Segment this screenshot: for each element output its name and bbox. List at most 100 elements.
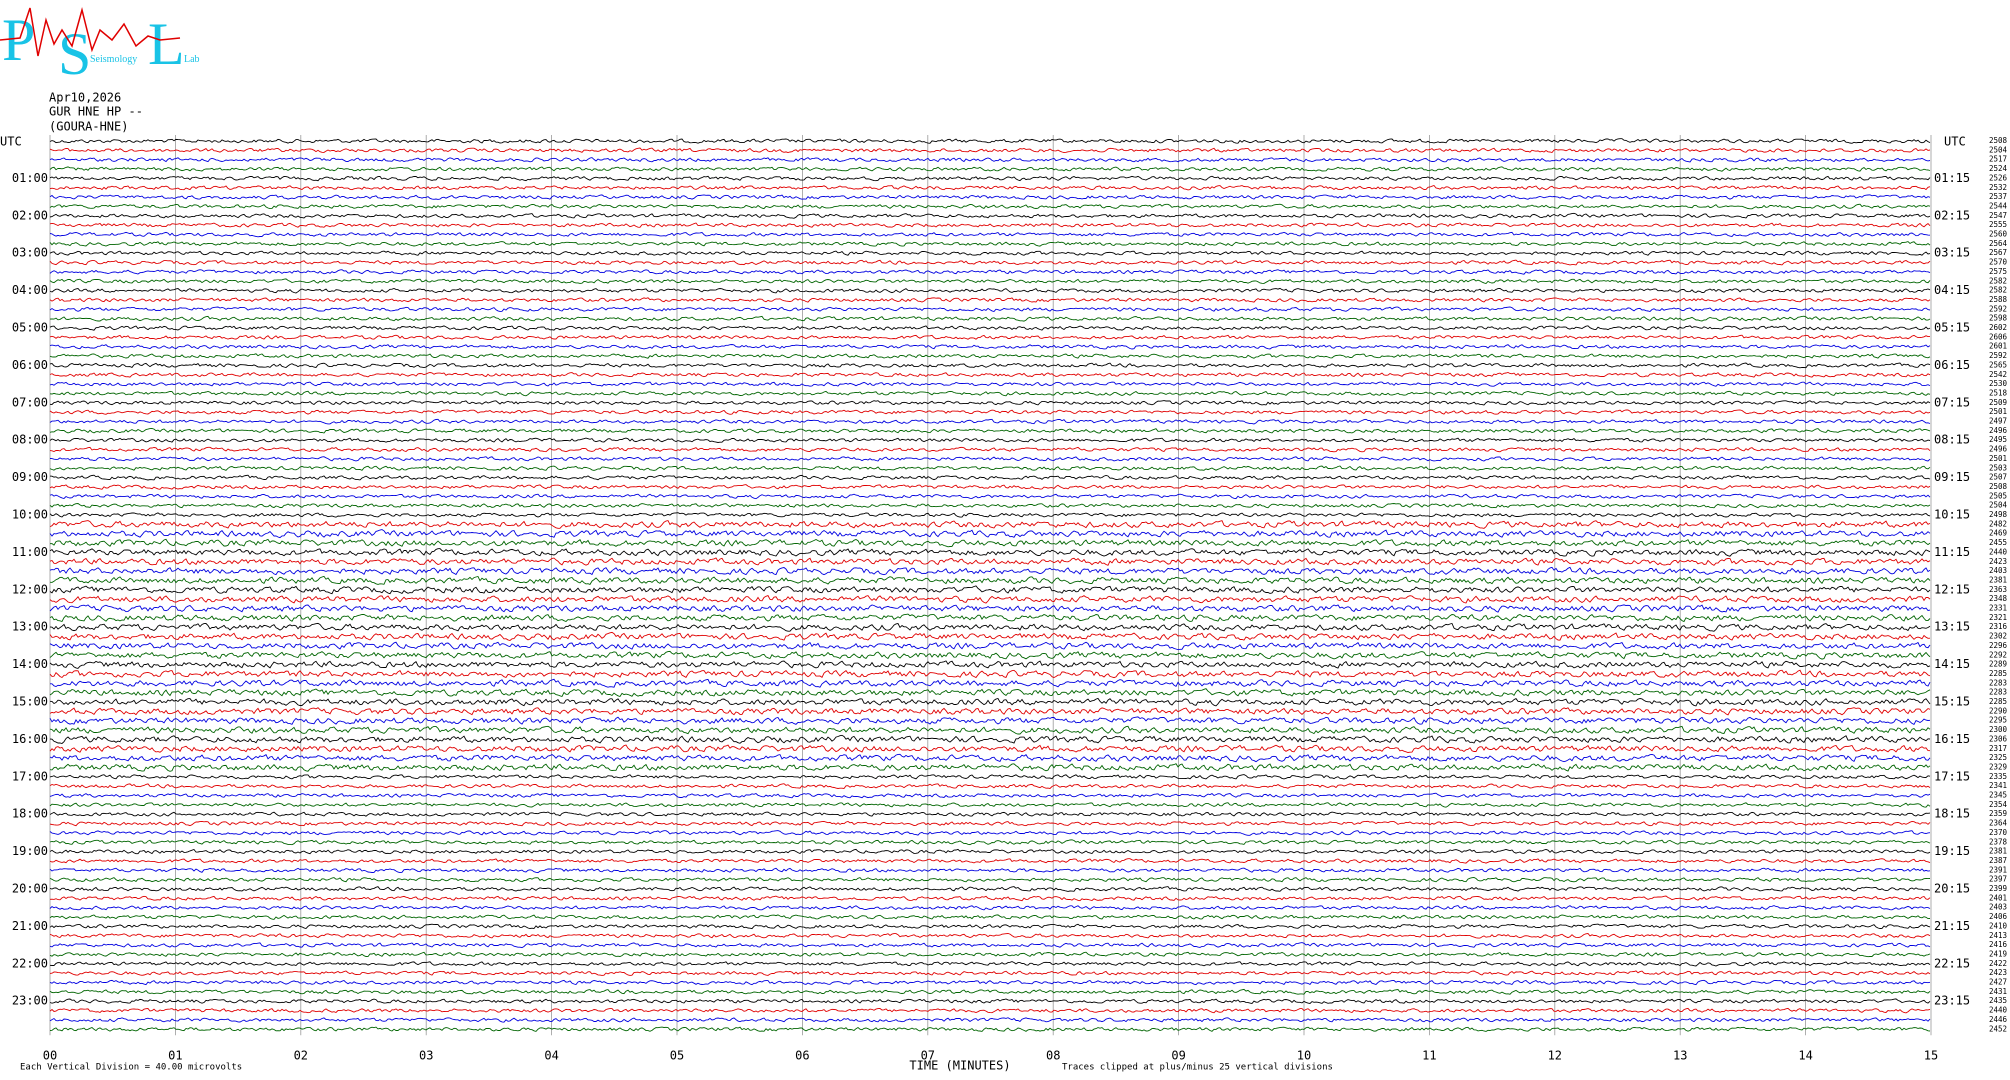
trace — [49, 212, 1931, 219]
row-label: 03:15 — [1934, 246, 1970, 260]
trace — [49, 353, 1931, 359]
x-tick-label: 05 — [670, 1049, 684, 1063]
trace — [49, 886, 1931, 892]
x-tick-label: 02 — [294, 1049, 308, 1063]
trace — [49, 157, 1931, 163]
row-label: 22:00 — [12, 956, 48, 970]
trace — [49, 802, 1931, 808]
trace-mean: 2496 — [1989, 445, 2008, 454]
trace-mean: 2325 — [1989, 753, 2007, 762]
trace — [49, 474, 1931, 481]
trace — [49, 1007, 1931, 1014]
trace-mean: 2289 — [1989, 660, 2007, 669]
trace — [49, 942, 1931, 949]
trace — [49, 820, 1931, 827]
row-label: 13:15 — [1934, 620, 1970, 634]
trace-mean: 2423 — [1989, 968, 2007, 977]
trace-mean: 2321 — [1989, 613, 2007, 622]
row-label: 22:15 — [1934, 956, 1970, 970]
trace — [49, 278, 1931, 285]
trace-mean: 2560 — [1989, 230, 2008, 239]
x-tick-label: 08 — [1046, 1049, 1060, 1063]
trace — [49, 493, 1931, 500]
trace — [49, 166, 1931, 172]
trace-mean: 2422 — [1989, 959, 2007, 968]
trace-mean: 2498 — [1989, 510, 2008, 519]
row-label: 21:15 — [1934, 919, 1970, 933]
trace-mean: 2419 — [1989, 949, 2007, 958]
trace-mean: 2397 — [1989, 875, 2007, 884]
trace-mean: 2582 — [1989, 286, 2007, 295]
trace — [49, 334, 1931, 341]
trace-mean: 2517 — [1989, 155, 2007, 164]
x-tick-label: 15 — [1924, 1049, 1938, 1063]
trace-mean: 2602 — [1989, 323, 2007, 332]
trace — [49, 520, 1931, 529]
row-label: 08:15 — [1934, 433, 1970, 447]
row-label: 19:00 — [12, 844, 48, 858]
trace-mean: 2410 — [1989, 921, 2008, 930]
row-label: 14:00 — [12, 657, 48, 671]
trace — [49, 988, 1931, 995]
trace-mean: 2292 — [1989, 650, 2007, 659]
x-tick-label: 06 — [795, 1049, 809, 1063]
trace-mean: 2306 — [1989, 734, 2008, 743]
trace — [49, 250, 1931, 256]
trace — [49, 998, 1931, 1004]
logo-word: Seismology — [90, 54, 137, 65]
row-label: 12:15 — [1934, 582, 1970, 596]
row-label: 16:00 — [12, 732, 48, 746]
trace — [49, 650, 1931, 660]
trace — [49, 446, 1931, 453]
trace — [49, 783, 1931, 789]
trace — [49, 184, 1931, 191]
trace-mean: 2285 — [1989, 669, 2007, 678]
trace-mean: 2348 — [1989, 594, 2008, 603]
trace — [50, 678, 1931, 688]
trace-mean: 2592 — [1989, 304, 2007, 313]
row-label: 08:00 — [12, 433, 48, 447]
row-label: 10:15 — [1934, 508, 1970, 522]
trace — [49, 744, 1931, 753]
trace — [49, 1026, 1931, 1032]
clip-note: Traces clipped at plus/minus 25 vertical… — [1062, 1063, 1333, 1073]
row-label: 12:00 — [12, 582, 48, 596]
trace-mean: 2532 — [1989, 183, 2007, 192]
trace — [49, 660, 1931, 669]
trace — [49, 418, 1931, 425]
trace-mean: 2544 — [1989, 201, 2008, 210]
x-tick-label: 03 — [419, 1049, 433, 1063]
trace-mean: 2378 — [1989, 837, 2008, 846]
trace — [49, 390, 1931, 397]
trace-mean: 2387 — [1989, 856, 2007, 865]
title-line: GUR HNE HP -- — [49, 105, 143, 119]
row-label: 11:00 — [12, 545, 48, 559]
trace — [49, 641, 1931, 651]
row-label: 17:00 — [12, 769, 48, 783]
trace-mean: 2335 — [1989, 772, 2007, 781]
trace — [49, 409, 1931, 415]
trace-mean: 2547 — [1989, 211, 2007, 220]
trace — [49, 147, 1931, 154]
trace-mean: 2295 — [1989, 716, 2007, 725]
trace — [49, 763, 1931, 772]
trace-mean: 2497 — [1989, 417, 2007, 426]
trace — [49, 951, 1931, 958]
trace-mean: 2341 — [1989, 781, 2007, 790]
trace — [49, 175, 1931, 182]
trace-mean: 2423 — [1989, 557, 2007, 566]
trace — [49, 848, 1931, 855]
trace — [49, 604, 1931, 613]
trace-mean: 2401 — [1989, 893, 2007, 902]
row-label: 20:00 — [12, 882, 48, 896]
row-label: 21:00 — [12, 919, 48, 933]
trace — [49, 538, 1931, 548]
trace — [49, 734, 1931, 744]
trace — [49, 427, 1931, 434]
trace-mean: 2403 — [1989, 566, 2007, 575]
trace-mean: 2469 — [1989, 529, 2007, 538]
logo-letter: L — [148, 11, 185, 77]
trace — [49, 970, 1931, 976]
trace — [49, 222, 1931, 228]
trace — [49, 877, 1931, 883]
